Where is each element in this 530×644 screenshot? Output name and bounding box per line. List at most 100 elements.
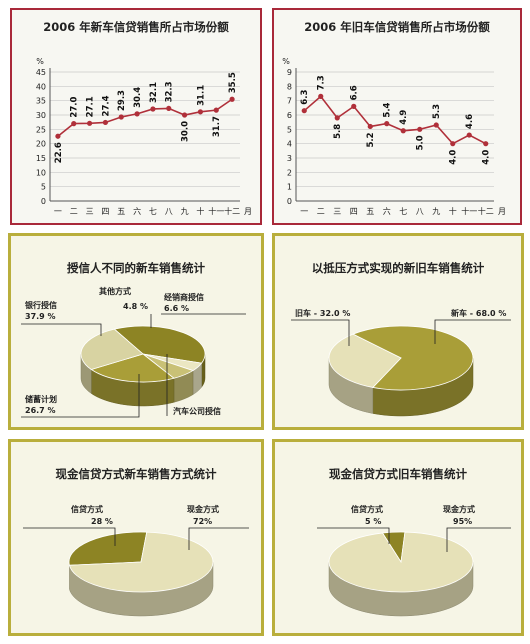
x-tick-label: 十二 [224, 206, 240, 216]
chart-title: 现金信贷方式新车销售方式统计 [55, 467, 217, 481]
x-tick-label: 三 [86, 207, 94, 216]
slice-label: 储蓄计划 [24, 394, 57, 404]
data-point [118, 114, 124, 120]
x-tick-label: 八 [416, 207, 424, 216]
slice-label: 现金方式 [187, 504, 219, 514]
pie-slice [113, 325, 206, 364]
series-line [57, 98, 233, 137]
slice-label: 95% [453, 517, 472, 526]
data-label: 30.0 [181, 121, 191, 142]
slice-label: 4.8 % [123, 302, 148, 311]
x-tick-label: 九 [181, 207, 189, 216]
data-label: 5.8 [333, 124, 343, 139]
data-point [417, 126, 423, 132]
slice-label: 信贷方式 [351, 504, 383, 514]
data-point [86, 120, 93, 126]
x-tick-label: 六 [133, 206, 141, 216]
trade-in-pie-chart: 旧车 - 32.0 % 新车 - 68.0 % [291, 308, 511, 417]
y-tick-label: 7 [287, 97, 292, 106]
x-tick-label: 十一 [461, 206, 477, 216]
x-tick-label: 三 [333, 207, 341, 216]
y-tick-label: 40 [36, 82, 46, 91]
data-label: 22.6 [54, 142, 64, 163]
data-label: 5.3 [432, 104, 442, 119]
x-tick-label: 二 [70, 207, 78, 216]
y-tick-label: 35 [36, 97, 46, 106]
data-point [450, 141, 456, 147]
data-label: 6.3 [300, 90, 310, 105]
data-point [483, 141, 489, 147]
x-tick-label: 十 [196, 206, 204, 216]
x-tick-label: 七 [399, 207, 407, 216]
data-label: 31.1 [196, 85, 206, 106]
data-point [71, 121, 77, 127]
data-point [134, 111, 140, 117]
new-car-share-panel: 2006 年新车信贷销售所占市场份额 0 5 10 15 20 25 30 35 40 45% 一二… [10, 8, 262, 225]
pie-slice [352, 325, 474, 391]
data-point [301, 108, 307, 114]
x-tick-label: 六 [383, 206, 391, 216]
data-point [318, 93, 324, 99]
x-tick-label: 五 [366, 207, 374, 216]
data-point [466, 132, 472, 138]
pie-slice [328, 531, 474, 593]
y-tick-label: 4 [287, 140, 292, 149]
x-tick-label: 五 [117, 207, 125, 216]
slice-label: 信贷方式 [71, 504, 103, 514]
x-tick-label: 二 [317, 207, 325, 216]
used-car-line-chart: 0 1 2 3 4 5 6 7 8 9% 一二三四五六七八九十十一 十二 月 6.3 7.3 5.8 6.6 5.… [282, 57, 506, 216]
callout-line [291, 319, 350, 346]
chart-title: 2006 年新车信贷销售所占市场份额 [43, 20, 229, 34]
trade-in-pie-panel: 以抵压方式实现的新旧车销售统计 旧车 - 32.0 % 新车 - 68.0 % [272, 233, 524, 430]
y-tick-label: 0 [287, 197, 292, 206]
x-tick-label: 十二 [478, 206, 494, 216]
data-label: 31.7 [212, 116, 222, 137]
data-point [367, 123, 373, 130]
slice-label: 28 % [91, 517, 113, 526]
data-point [334, 115, 340, 121]
slice-label: 现金方式 [443, 504, 475, 514]
data-label: 4.0 [449, 150, 459, 165]
data-label: 30.4 [133, 87, 143, 108]
data-label: 5.4 [383, 102, 393, 117]
y-tick-label: 8 [287, 82, 292, 91]
data-point [384, 121, 390, 127]
x-axis-unit: 月 [498, 207, 506, 216]
data-point [351, 103, 357, 109]
callout-line [434, 319, 511, 344]
new-car-cash-credit-panel: 现金信贷方式新车销售方式统计 信贷方式 28 % 现金方式 72% [8, 439, 264, 636]
data-point [166, 105, 172, 112]
data-label: 32.1 [149, 82, 159, 103]
slice-label: 72% [193, 517, 212, 526]
data-label: 27.4 [101, 95, 111, 116]
creditor-pie-panel: 授信人不同的新车销售统计 银行授信 37.9 % 其他方式 4.8 % 经销商授信 6.6… [8, 233, 264, 430]
new-car-cash-credit-pie: 信贷方式 28 % 现金方式 72% [23, 504, 249, 617]
chart-title: 2006 年旧车信贷销售所占市场份额 [304, 20, 490, 34]
pie-slice [68, 531, 214, 593]
x-tick-label: 四 [101, 207, 109, 216]
data-label: 5.2 [366, 132, 376, 147]
y-tick-label: 0 [41, 197, 46, 206]
y-tick-label: 2 [287, 168, 292, 177]
data-point [213, 107, 219, 113]
data-label: 32.3 [165, 81, 175, 102]
slice-label: 旧车 - 32.0 % [295, 308, 350, 318]
data-point [55, 133, 61, 139]
x-tick-label: 十一 [208, 206, 224, 216]
chart-title: 授信人不同的新车销售统计 [67, 261, 205, 275]
y-tick-label: 5 [287, 125, 292, 134]
x-axis-unit: 月 [244, 207, 252, 216]
used-car-share-panel: 2006 年旧车信贷销售所占市场份额 0 1 2 3 4 5 6 7 8 9% 一二三四五六七八九十… [272, 8, 522, 225]
data-label: 6.6 [350, 85, 360, 100]
callout-line [317, 527, 390, 544]
x-tick-label: 九 [432, 207, 440, 216]
chart-title: 以抵压方式实现的新旧车销售统计 [311, 261, 485, 275]
x-tick-label: 八 [165, 207, 173, 216]
y-tick-label: 3 [287, 154, 292, 163]
data-point [197, 109, 204, 115]
pie-slice [68, 531, 148, 566]
new-car-line-chart: 0 5 10 15 20 25 30 35 40 45% 一二三四五六七八九十十一 十二 月 22.6 27… [36, 57, 252, 216]
slice-label: 汽车公司授信 [173, 406, 221, 416]
callout-line [446, 527, 511, 552]
data-point [229, 96, 235, 102]
